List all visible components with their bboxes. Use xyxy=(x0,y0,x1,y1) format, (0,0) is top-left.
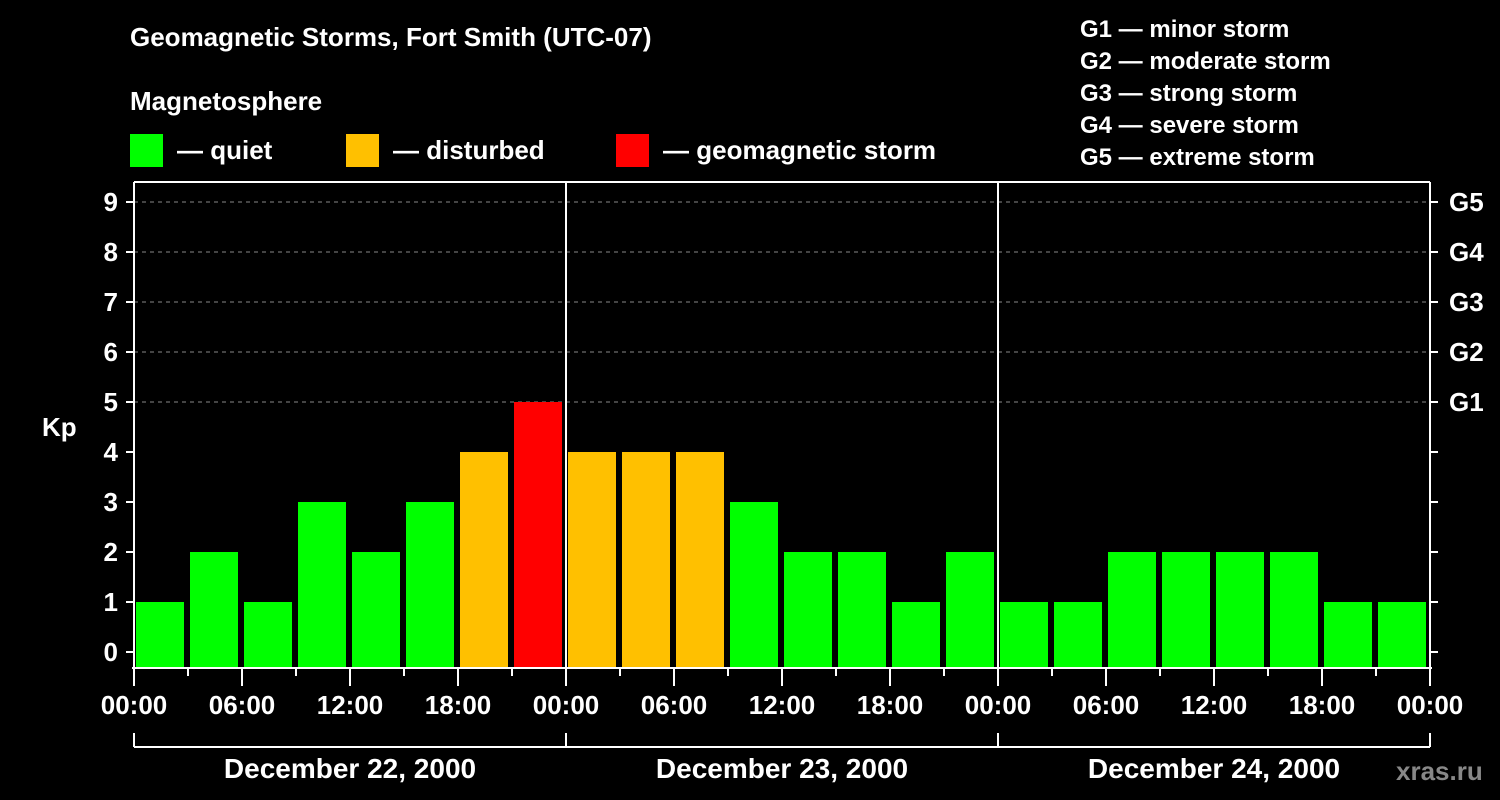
y-tick-label: 7 xyxy=(103,287,118,317)
kp-bar xyxy=(1162,552,1210,668)
g-level-label: G3 xyxy=(1449,287,1484,317)
y-tick-label: 4 xyxy=(103,437,118,467)
kp-bar xyxy=(676,452,724,668)
date-label: December 22, 2000 xyxy=(223,753,477,784)
g-level-label: G5 xyxy=(1449,187,1484,217)
legend-swatch-storm xyxy=(616,133,649,167)
x-tick-label: 00:00 xyxy=(532,690,600,720)
kp-bar xyxy=(892,602,940,668)
x-tick-label: 12:00 xyxy=(316,690,384,720)
kp-bar xyxy=(406,502,454,668)
g-level-label: G2 xyxy=(1449,337,1484,367)
y-tick-label: 0 xyxy=(103,637,118,667)
y-tick-label: 9 xyxy=(103,187,118,217)
g-level-label: G4 xyxy=(1449,237,1484,267)
kp-bar xyxy=(244,602,292,668)
y-tick-label: 2 xyxy=(103,537,118,567)
y-tick-label: 6 xyxy=(103,337,118,367)
kp-bar xyxy=(1054,602,1102,668)
legend-label: — disturbed xyxy=(393,134,545,165)
date-label: December 24, 2000 xyxy=(1087,753,1341,784)
y-axis-label: Kp xyxy=(42,412,77,442)
x-tick-label: 06:00 xyxy=(1072,690,1140,720)
legend-label: — quiet xyxy=(177,134,273,165)
kp-bar xyxy=(784,552,832,668)
kp-bar xyxy=(190,552,238,668)
legend-storm: — geomagnetic storm xyxy=(616,133,936,167)
kp-bar xyxy=(838,552,886,668)
g-legend-item: G2 — moderate storm xyxy=(1080,48,1331,75)
y-tick-label: 1 xyxy=(103,587,118,617)
legend-disturbed: — disturbed xyxy=(346,133,545,167)
kp-bar xyxy=(946,552,994,668)
kp-bar xyxy=(1378,602,1426,668)
legend-quiet: — quiet xyxy=(130,133,272,167)
x-tick-label: 06:00 xyxy=(208,690,276,720)
kp-bar xyxy=(514,402,562,668)
chart-title: Geomagnetic Storms, Fort Smith (UTC-07) xyxy=(130,22,652,52)
kp-bar xyxy=(622,452,670,668)
g-legend-item: G5 — extreme storm xyxy=(1080,144,1315,171)
x-tick-label: 00:00 xyxy=(964,690,1032,720)
kp-bar xyxy=(1324,602,1372,668)
kp-bar xyxy=(352,552,400,668)
kp-bar xyxy=(460,452,508,668)
x-tick-label: 12:00 xyxy=(748,690,816,720)
g-legend-item: G3 — strong storm xyxy=(1080,80,1298,107)
legend-label: — geomagnetic storm xyxy=(663,134,937,165)
kp-bar xyxy=(1000,602,1048,668)
x-tick-label: 06:00 xyxy=(640,690,708,720)
g-legend-item: G1 — minor storm xyxy=(1080,16,1290,43)
x-tick-label: 12:00 xyxy=(1180,690,1248,720)
x-tick-label: 00:00 xyxy=(1396,690,1464,720)
g-scale-legend: G1 — minor storm G2 — moderate storm G3 … xyxy=(1080,14,1331,174)
kp-bar xyxy=(730,502,778,668)
kp-bar xyxy=(136,602,184,668)
y-tick-label: 5 xyxy=(103,387,118,417)
g-legend-item: G4 — severe storm xyxy=(1080,112,1299,139)
g-level-label: G1 xyxy=(1449,387,1484,417)
kp-bar xyxy=(1270,552,1318,668)
legend-swatch-disturbed xyxy=(346,133,379,167)
kp-bar xyxy=(1216,552,1264,668)
x-tick-label: 18:00 xyxy=(424,690,492,720)
legend-swatch-quiet xyxy=(130,133,163,167)
chart-subtitle: Magnetosphere xyxy=(130,86,323,116)
watermark: xras.ru xyxy=(1396,756,1483,786)
x-tick-label: 18:00 xyxy=(856,690,924,720)
kp-bar xyxy=(1108,552,1156,668)
x-tick-label: 18:00 xyxy=(1288,690,1356,720)
y-tick-label: 8 xyxy=(103,237,118,267)
date-label: December 23, 2000 xyxy=(655,753,909,784)
y-tick-label: 3 xyxy=(103,487,118,517)
x-tick-label: 00:00 xyxy=(100,690,168,720)
kp-bar xyxy=(568,452,616,668)
kp-bar xyxy=(298,502,346,668)
